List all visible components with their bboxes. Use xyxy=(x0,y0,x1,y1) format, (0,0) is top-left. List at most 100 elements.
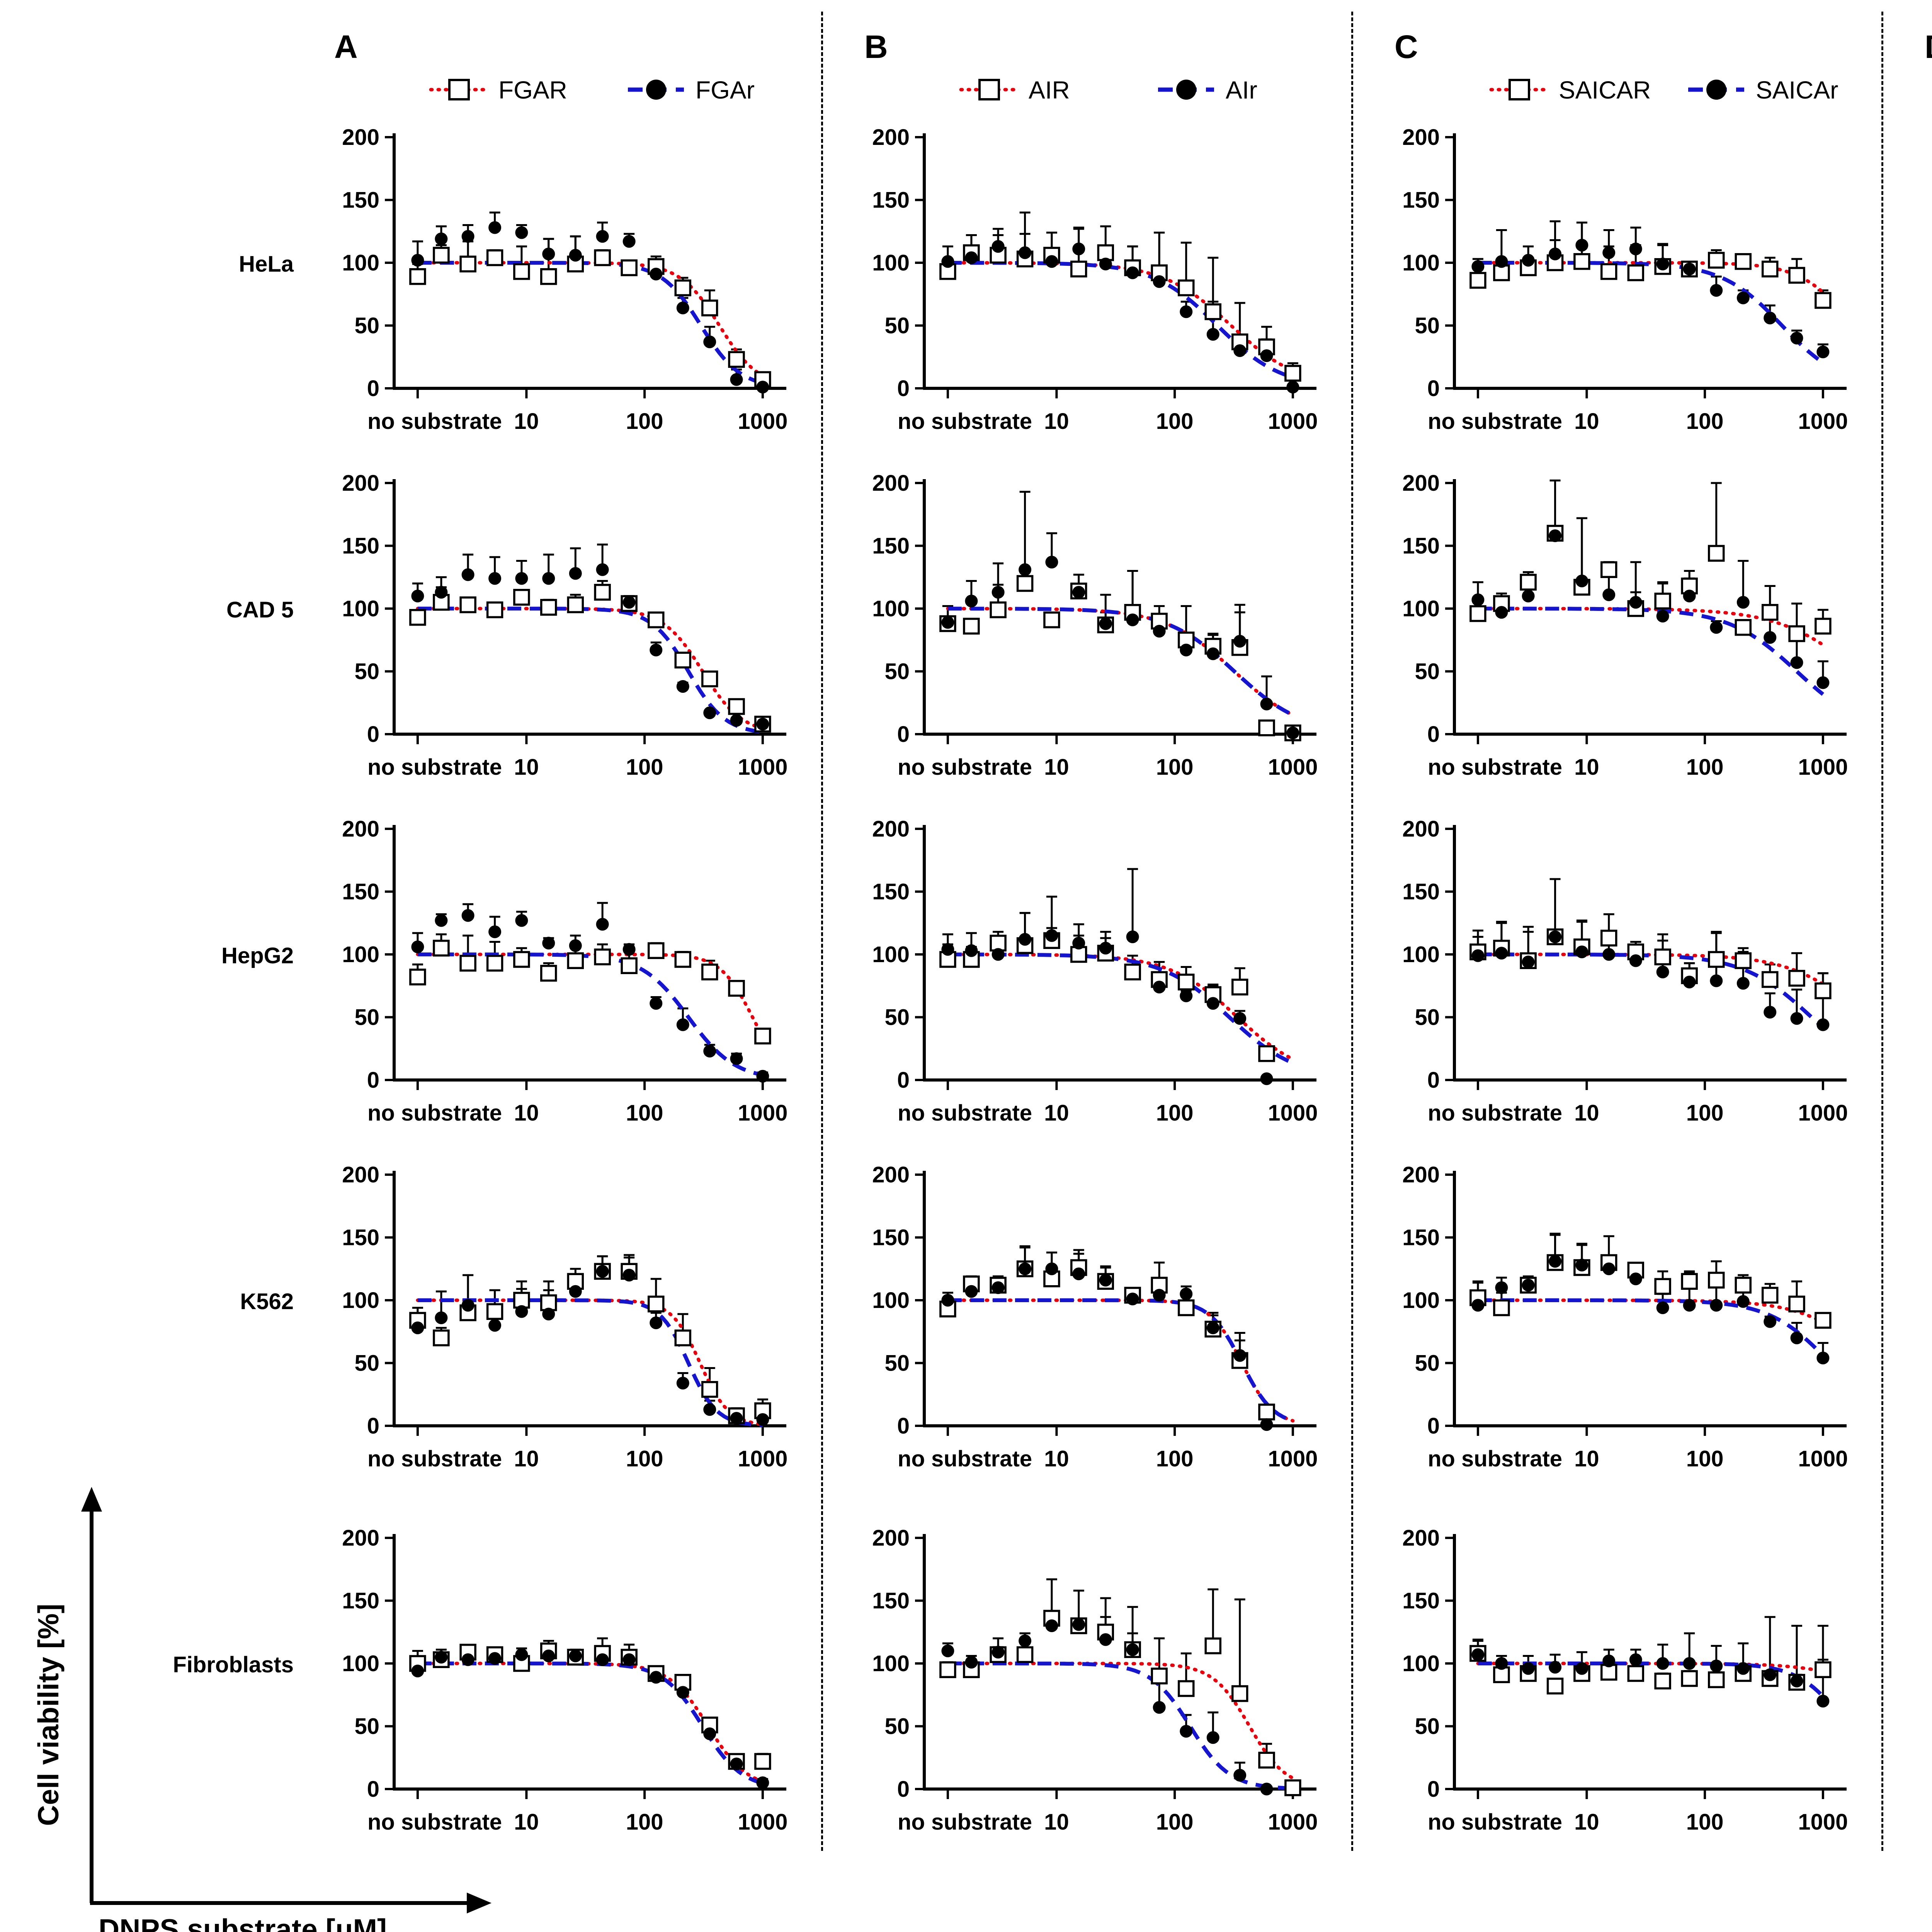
row-label-cad-5: CAD 5 xyxy=(226,597,294,622)
data-point-open-square xyxy=(1788,625,1805,642)
x-tick-label-100: 100 xyxy=(626,409,663,434)
x-tick-label-100: 100 xyxy=(1686,409,1724,434)
data-point-filled-circle xyxy=(1260,349,1273,362)
y-tick-label: 50 xyxy=(884,1351,910,1376)
x-tick-label-no-substrate: no substrate xyxy=(898,1100,1032,1126)
x-tick-label-no-substrate: no substrate xyxy=(1428,409,1562,434)
data-point-open-square xyxy=(1708,252,1725,269)
data-point-filled-circle xyxy=(1206,647,1219,660)
y-tick-label: 150 xyxy=(1402,879,1440,905)
x-tick-label-no-substrate: no substrate xyxy=(898,1810,1032,1835)
data-point-open-square xyxy=(728,351,745,368)
y-tick-label: 150 xyxy=(342,879,379,905)
data-point-filled-circle xyxy=(622,943,636,956)
data-point-filled-circle xyxy=(1471,949,1485,962)
data-point-filled-circle xyxy=(676,680,689,693)
data-point-filled-circle xyxy=(1549,1255,1562,1268)
data-point-filled-circle xyxy=(1575,946,1588,958)
data-point-filled-circle xyxy=(756,1776,769,1789)
data-point-filled-circle xyxy=(1206,1321,1219,1334)
data-point-filled-circle xyxy=(1045,1619,1058,1632)
fit-curve-air xyxy=(947,1298,1294,1423)
y-tick-label: 100 xyxy=(872,942,910,967)
data-point-filled-circle xyxy=(1656,1657,1669,1670)
y-tick-label: 50 xyxy=(884,1005,910,1030)
legend-filled-circle-icon xyxy=(646,80,666,100)
data-point-filled-circle xyxy=(488,925,502,938)
y-tick-label: 200 xyxy=(342,471,379,496)
data-point-filled-circle xyxy=(488,221,502,234)
fit-curve-saicar xyxy=(1476,952,1825,986)
data-point-filled-circle xyxy=(1495,1657,1508,1670)
data-point-filled-circle xyxy=(622,1653,636,1666)
data-point-filled-circle xyxy=(965,1285,978,1298)
data-point-filled-circle xyxy=(1072,1267,1085,1281)
data-point-filled-circle xyxy=(703,1403,716,1416)
data-point-filled-circle xyxy=(650,267,663,281)
data-point-filled-circle xyxy=(1710,974,1723,987)
x-tick-label-10: 10 xyxy=(514,409,539,434)
data-point-filled-circle xyxy=(1522,254,1535,267)
x-tick-label-no-substrate: no substrate xyxy=(367,755,502,780)
data-point-open-square xyxy=(674,651,692,668)
data-point-open-square xyxy=(1708,951,1725,968)
axis-arrows xyxy=(81,1487,492,1913)
data-point-filled-circle xyxy=(461,909,474,922)
data-point-open-square xyxy=(1258,1045,1275,1062)
data-point-filled-circle xyxy=(1495,606,1508,619)
data-point-open-square xyxy=(1016,1646,1034,1663)
data-point-open-square xyxy=(459,955,476,972)
x-tick-label-1000: 1000 xyxy=(1798,1446,1848,1471)
y-tick-label: 200 xyxy=(342,1162,379,1187)
data-point-filled-circle xyxy=(1790,1675,1803,1687)
data-point-filled-circle xyxy=(569,1285,582,1298)
data-point-filled-circle xyxy=(1816,1352,1830,1364)
x-tick-label-1000: 1000 xyxy=(1268,1810,1318,1835)
data-point-filled-circle xyxy=(569,939,582,952)
data-point-open-square xyxy=(459,596,476,613)
data-point-open-square xyxy=(567,952,584,969)
y-tick-label: 150 xyxy=(342,1225,379,1250)
data-point-open-square xyxy=(1761,971,1779,988)
data-point-open-square xyxy=(1761,260,1779,277)
y-tick-label: 0 xyxy=(897,1413,910,1439)
y-tick-label: 0 xyxy=(367,722,379,747)
data-point-open-square xyxy=(1761,604,1779,621)
panel-letter: B xyxy=(864,29,888,65)
y-tick-label: 50 xyxy=(354,313,379,338)
subplot-k562-c: 0 50 100 150 200 no substrate 10 100 1000 xyxy=(1402,1162,1848,1471)
y-tick-label: 150 xyxy=(342,188,379,213)
data-point-filled-circle xyxy=(1471,593,1485,606)
x-tick-label-100: 100 xyxy=(626,1810,663,1835)
panel-header-b: B AIR AIr xyxy=(864,29,1257,104)
data-point-filled-circle xyxy=(1045,556,1058,569)
data-point-filled-circle xyxy=(1764,631,1777,644)
data-point-open-square xyxy=(1204,303,1222,320)
data-point-filled-circle xyxy=(1126,1643,1139,1656)
x-tick-label-100: 100 xyxy=(1156,409,1194,434)
data-point-open-square xyxy=(621,957,638,974)
y-tick-label: 0 xyxy=(1427,1068,1440,1093)
data-point-open-square xyxy=(1124,963,1141,981)
data-point-open-square xyxy=(1600,263,1617,280)
data-point-open-square xyxy=(540,268,557,285)
data-point-filled-circle xyxy=(1153,1701,1166,1714)
data-point-open-square xyxy=(513,951,530,968)
data-point-filled-circle xyxy=(756,1070,769,1083)
y-tick-label: 200 xyxy=(1402,125,1440,150)
x-tick-label-no-substrate: no substrate xyxy=(1428,1100,1562,1126)
y-tick-label: 50 xyxy=(1415,1714,1440,1739)
data-point-open-square xyxy=(433,1329,450,1347)
data-point-open-square xyxy=(1788,267,1805,284)
y-tick-label: 150 xyxy=(872,534,910,559)
data-point-filled-circle xyxy=(1764,1315,1777,1328)
legend-open-square-icon xyxy=(1509,79,1530,100)
data-point-open-square xyxy=(990,601,1007,618)
fit-curve-fgar xyxy=(417,261,764,385)
data-point-open-square xyxy=(1815,1312,1832,1329)
y-tick-label: 150 xyxy=(1402,1225,1440,1250)
data-point-open-square xyxy=(674,951,692,968)
legend-filled-label: AIr xyxy=(1226,76,1257,104)
